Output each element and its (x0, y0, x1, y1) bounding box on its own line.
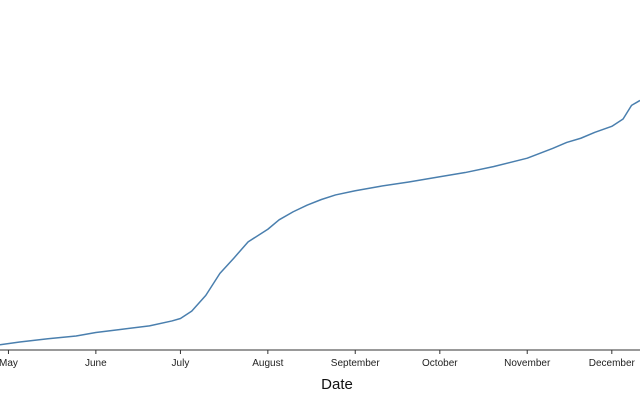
x-tick-label: July (172, 358, 190, 369)
series-line-0 (0, 99, 640, 346)
x-tick-label: November (504, 358, 551, 369)
x-axis-title: Date (321, 376, 353, 393)
x-tick-label: September (331, 358, 381, 369)
x-axis-ticks: May June July August September October Novembe… (0, 350, 636, 369)
plot-area (0, 99, 640, 346)
x-tick-label: June (85, 358, 107, 369)
x-tick-label: May (0, 358, 18, 369)
x-tick-label: August (252, 358, 283, 369)
x-tick-label: October (422, 358, 458, 369)
x-tick-label: December (589, 358, 636, 369)
